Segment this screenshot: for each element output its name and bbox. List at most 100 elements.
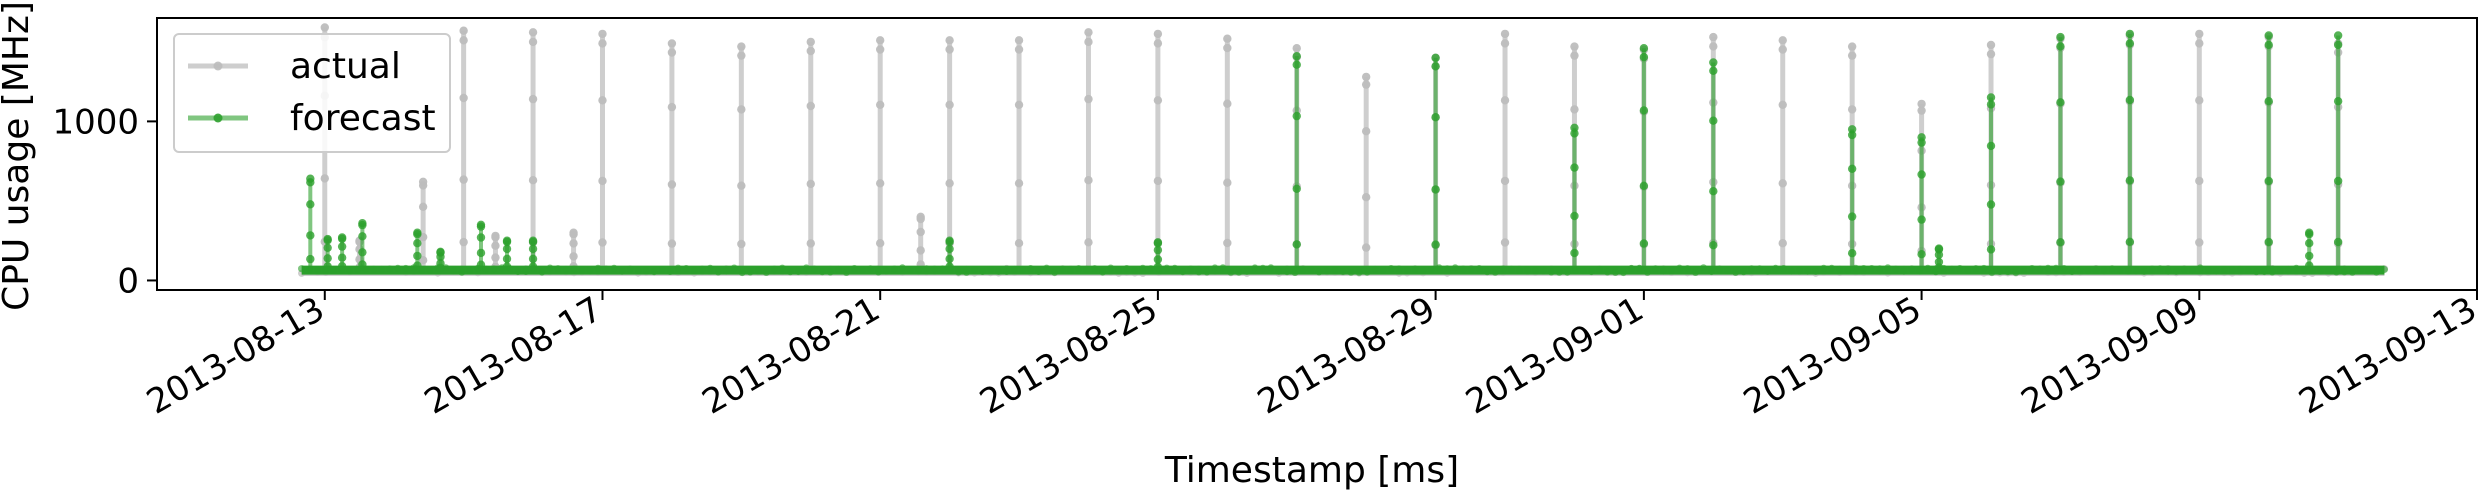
series-forecast-baseline-point — [1507, 265, 1515, 273]
series-forecast-point — [323, 236, 332, 245]
series-forecast-baseline-point — [922, 265, 931, 273]
series-forecast-baseline-point — [1740, 268, 1748, 276]
series-forecast-baseline-point — [458, 268, 466, 276]
series-actual-point — [528, 28, 538, 37]
series-forecast-point — [2125, 176, 2135, 185]
series-actual-point — [945, 45, 954, 54]
series-forecast-point — [502, 254, 512, 264]
series-forecast-baseline-point — [666, 267, 674, 275]
series-forecast-baseline-point — [826, 268, 834, 276]
series-forecast-baseline-point — [682, 265, 690, 273]
series-forecast-baseline-point — [2292, 264, 2300, 272]
series-forecast-baseline-point — [1323, 267, 1331, 275]
series-forecast-baseline-point — [930, 265, 939, 273]
series-actual-point — [667, 102, 677, 112]
series-forecast-spike — [1639, 44, 1649, 271]
series-forecast-point — [2305, 230, 2314, 239]
series-forecast-baseline-point — [1996, 267, 2004, 275]
series-forecast-baseline-point — [866, 265, 875, 273]
series-forecast-baseline-point — [794, 267, 802, 276]
series-actual-point — [1153, 176, 1163, 186]
series-forecast-baseline-point — [450, 267, 458, 275]
series-actual-spike — [418, 177, 428, 271]
series-forecast-baseline-point — [2140, 267, 2148, 275]
series-forecast-baseline-point — [2156, 265, 2164, 273]
series-forecast-baseline-point — [1988, 268, 1996, 276]
series-forecast-baseline-point — [346, 266, 354, 274]
series-forecast-baseline-point — [1892, 265, 1900, 273]
series-forecast-baseline-point — [314, 266, 322, 274]
series-forecast-baseline-point — [770, 265, 778, 273]
legend-label: actual — [290, 46, 401, 87]
series-forecast-baseline-point — [2148, 265, 2156, 273]
series-forecast-baseline-point — [970, 266, 979, 274]
series-forecast-baseline-point — [1796, 266, 1804, 274]
series-forecast-baseline-point — [1171, 264, 1179, 272]
series-forecast-baseline-point — [514, 267, 522, 276]
series-forecast-point — [945, 262, 954, 271]
series-forecast-baseline-point — [1467, 266, 1475, 274]
series-forecast-baseline-point — [1019, 265, 1027, 274]
series-forecast-baseline-point — [1683, 265, 1692, 273]
series-actual-point — [1500, 39, 1510, 48]
legend-entry-actual: actual — [188, 46, 401, 87]
series-actual-point — [598, 96, 607, 105]
series-forecast-point — [1709, 116, 1718, 125]
series-forecast-baseline-point — [1371, 265, 1379, 274]
series-actual-point — [1153, 29, 1163, 39]
series-forecast-baseline-point — [1075, 265, 1083, 273]
series-forecast-spike — [1847, 125, 1857, 271]
series-forecast-point — [1639, 52, 1649, 62]
series-forecast-baseline-point — [818, 268, 826, 276]
series-forecast-baseline-point — [2028, 265, 2036, 273]
series-forecast-baseline-point — [995, 267, 1003, 275]
series-forecast-spike — [1917, 133, 1926, 271]
series-forecast-point — [1153, 245, 1163, 255]
series-forecast-baseline-point — [754, 267, 762, 275]
series-forecast-baseline-point — [1651, 265, 1660, 273]
series-forecast-baseline-point — [658, 266, 666, 274]
series-forecast-point — [2125, 29, 2135, 39]
series-actual-point — [598, 29, 607, 39]
series-forecast-baseline-point — [1475, 265, 1483, 273]
series-forecast-baseline-point — [1299, 266, 1307, 274]
series-forecast-point — [2333, 31, 2343, 40]
series-actual-point — [598, 176, 607, 186]
series-forecast-baseline-point — [2100, 266, 2108, 274]
series-forecast-baseline-point — [1011, 265, 1019, 274]
series-forecast-baseline-point — [1203, 268, 1211, 276]
series-actual-point — [875, 179, 885, 188]
series-forecast-point — [2333, 40, 2343, 50]
series-forecast-baseline-point — [594, 264, 602, 272]
series-forecast-point — [306, 231, 315, 240]
series-forecast-baseline-point — [778, 264, 786, 272]
series-forecast-baseline-point — [1275, 267, 1283, 275]
series-forecast-baseline-point — [1868, 265, 1876, 273]
series-forecast-baseline-point — [1331, 266, 1339, 274]
series-actual-point — [667, 180, 677, 189]
series-actual-point — [528, 94, 538, 104]
series-actual-point — [1014, 45, 1024, 54]
series-forecast-baseline-point — [2108, 265, 2116, 273]
series-actual-point — [1917, 106, 1926, 115]
series-actual-point — [1500, 29, 1510, 39]
series-forecast-baseline-point — [562, 265, 570, 274]
series-forecast-baseline-point — [2260, 267, 2268, 276]
series-forecast-baseline-point — [1595, 265, 1603, 273]
series-forecast-baseline-point — [298, 265, 306, 273]
series-forecast-point — [502, 262, 512, 271]
series-forecast-baseline-point — [2196, 264, 2204, 272]
series-actual-point — [737, 239, 746, 249]
series-actual-spike — [1223, 34, 1232, 271]
series-forecast-spike — [528, 236, 538, 271]
series-actual-point — [875, 45, 885, 54]
series-forecast-baseline-point — [1820, 264, 1828, 272]
series-actual-point — [1084, 176, 1093, 185]
series-forecast-baseline-point — [426, 266, 434, 274]
series-forecast-baseline-point — [898, 264, 907, 272]
series-forecast-baseline-point — [2380, 265, 2388, 274]
series-forecast-baseline-point — [2084, 266, 2092, 274]
series-actual-point — [2195, 29, 2204, 39]
series-forecast-baseline-point — [1163, 264, 1171, 272]
